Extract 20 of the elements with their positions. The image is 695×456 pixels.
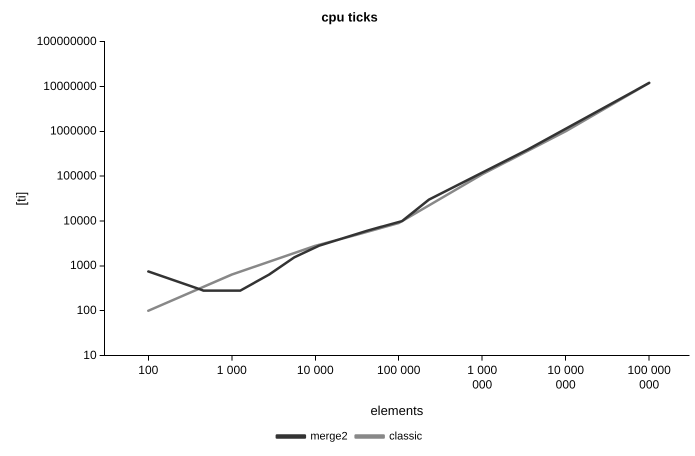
x-tick-label: 100 000 000 <box>627 363 672 392</box>
y-tick-label: 1000000 <box>50 124 97 138</box>
y-tick-label: 10 <box>83 348 97 362</box>
x-tick-label: 100 <box>138 363 159 378</box>
x-tick-label: 1 000 <box>216 363 248 378</box>
chart-title: cpu ticks <box>321 9 378 24</box>
y-axis-title: [ti] <box>13 192 28 206</box>
y-tick-label: 100000000 <box>36 34 97 48</box>
y-tick-label: 10000 <box>63 213 97 228</box>
y-tick-label: 10000000 <box>43 78 97 93</box>
x-tick-label: 100 000 <box>377 363 421 378</box>
y-tick-label: 100 <box>76 303 97 318</box>
y-tick-label: 100000 <box>56 168 97 182</box>
x-tick-label: 10 000 000 <box>547 363 584 392</box>
x-tick-label: 10 000 <box>296 363 334 378</box>
legend-label: merge2 <box>310 430 348 443</box>
legend-label: classic <box>389 430 423 443</box>
x-axis-title: elements <box>370 402 424 418</box>
y-tick-label: 1000 <box>70 258 97 272</box>
x-tick-label: 1 000 000 <box>467 363 498 392</box>
